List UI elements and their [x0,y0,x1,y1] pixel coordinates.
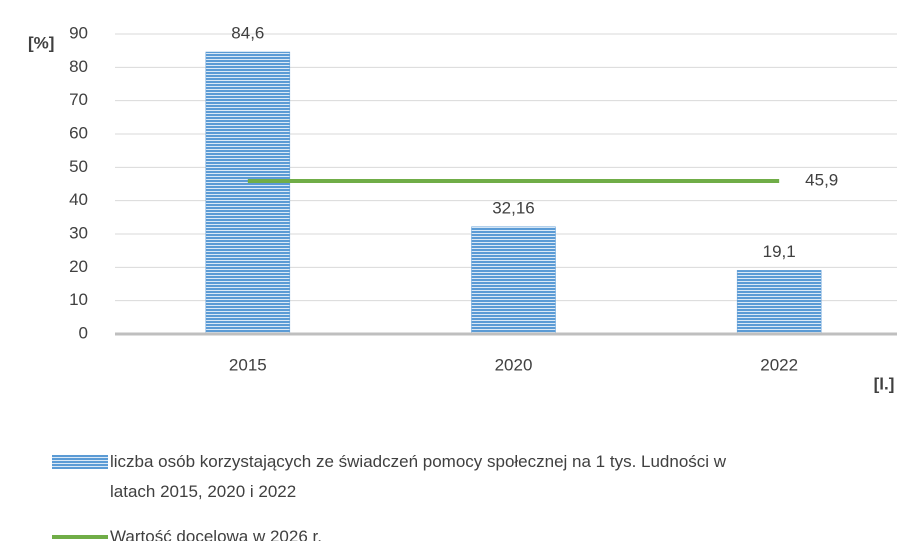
x-axis-label: [l.] [874,374,895,393]
y-tick-label: 30 [69,223,88,242]
legend-text: Wartość docelowa w 2026 r. [110,527,322,541]
bar [736,270,822,335]
x-tick-label: 2020 [495,355,533,374]
y-axis-label: [%] [28,33,54,52]
legend-swatch [52,455,108,469]
legend-swatch [52,535,108,539]
y-tick-label: 80 [69,57,88,76]
x-tick-label: 2022 [760,355,798,374]
data-label: 19,1 [763,242,796,261]
y-tick-label: 10 [69,290,88,309]
y-tick-label: 60 [69,123,88,142]
bar [471,226,556,335]
y-tick-label: 50 [69,157,88,176]
bar [205,51,291,335]
y-tick-label: 70 [69,90,88,109]
y-tick-label: 0 [79,323,88,342]
x-tick-label: 2015 [229,355,267,374]
data-label: 45,9 [805,170,838,189]
y-tick-label: 90 [69,23,88,42]
data-label: 84,6 [231,23,264,42]
legend-text: liczba osób korzystających ze świadczeń … [110,452,727,501]
y-tick-label: 20 [69,257,88,276]
y-tick-label: 40 [69,190,88,209]
data-label: 32,16 [492,198,535,217]
